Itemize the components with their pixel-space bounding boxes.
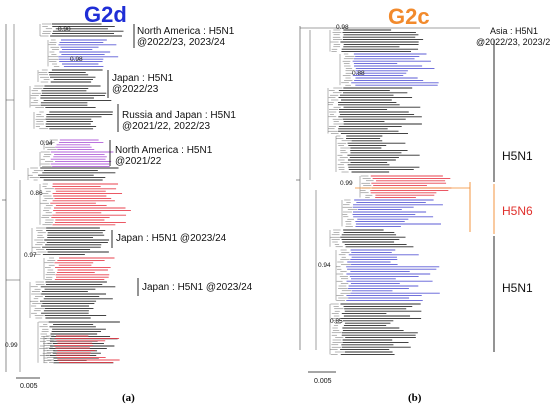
- subtype-label-h5n1-bottom: H5N1: [502, 281, 533, 295]
- bootstrap-value: 0.97: [24, 252, 37, 259]
- clade-label-na-1-sub: @2022/23, 2023/24: [137, 37, 226, 48]
- clade-label-na-2-sub: @2021/22: [115, 156, 162, 167]
- clade-label-asia-sub: @2022/23, 2023/24: [476, 37, 550, 47]
- clade-label-russia-japan-sub: @2021/22, 2022/23: [122, 121, 211, 132]
- subtype-label-h5n6: H5N6: [502, 204, 533, 218]
- clade-label-na-2: North America : H5N1: [115, 145, 213, 156]
- bootstrap-value: 0.88: [352, 70, 365, 77]
- bootstrap-value: 0.86: [30, 190, 43, 197]
- panel-a-caption: (a): [122, 392, 135, 404]
- panel-b-title: G2c: [388, 4, 430, 29]
- panel-a-scale-label: 0.005: [20, 383, 38, 390]
- clade-label-na-1: North America : H5N1: [137, 26, 235, 37]
- bootstrap-value: 0.94: [40, 140, 53, 147]
- panel-a-title: G2d: [84, 2, 127, 27]
- bootstrap-value: 0.90: [58, 26, 71, 33]
- clade-label-asia: Asia : H5N1: [490, 26, 539, 36]
- bootstrap-value: 0.98: [70, 56, 83, 63]
- clade-label-japan-2: Japan : H5N1 @2023/24: [116, 233, 227, 244]
- clade-label-japan-1-sub: @2022/23: [112, 84, 159, 95]
- bootstrap-value: 0.99: [5, 342, 18, 349]
- bootstrap-value: 0.94: [318, 262, 331, 269]
- clade-label-japan-3: Japan : H5N1 @2023/24: [142, 282, 253, 293]
- bootstrap-value: 0.85: [330, 318, 343, 325]
- clade-label-japan-1: Japan : H5N1: [112, 73, 174, 84]
- clade-label-russia-japan: Russia and Japan : H5N1: [122, 110, 236, 121]
- subtype-label-h5n1-top: H5N1: [502, 149, 533, 163]
- panel-b-scale-label: 0.005: [314, 378, 332, 385]
- bootstrap-value: 0.99: [340, 180, 353, 187]
- panel-b-caption: (b): [408, 392, 422, 404]
- bootstrap-value: 0.98: [336, 24, 349, 31]
